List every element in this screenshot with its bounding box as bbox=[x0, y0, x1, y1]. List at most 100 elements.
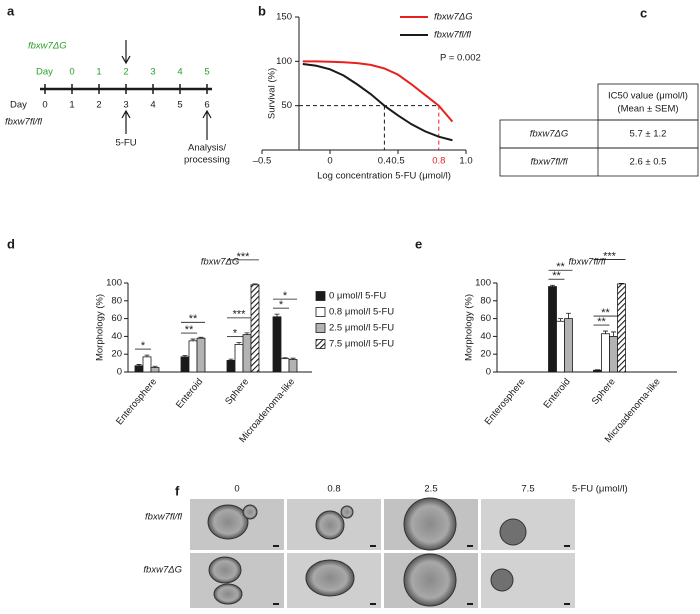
error-bar bbox=[244, 332, 250, 335]
table-header-cell bbox=[597, 83, 699, 121]
endpoint-label: Analysis/ bbox=[188, 143, 226, 154]
bar bbox=[242, 334, 252, 373]
error-bar bbox=[603, 330, 608, 334]
bar bbox=[226, 360, 236, 373]
bar bbox=[601, 333, 610, 373]
significance-label: * bbox=[233, 328, 238, 340]
x-axis-label: Log concentration 5-FU (μmol/l) bbox=[317, 171, 451, 182]
y-tick-label: 20 bbox=[480, 349, 491, 360]
day-number: 3 bbox=[150, 67, 155, 78]
y-tick-label: 40 bbox=[480, 331, 491, 342]
organoid bbox=[242, 504, 258, 520]
bar bbox=[142, 356, 152, 373]
x-tick-label: Sphere bbox=[590, 376, 618, 407]
legend-label: 0 μmol/l 5-FU bbox=[329, 291, 386, 302]
day-number: 1 bbox=[69, 100, 74, 111]
table-header: IC50 value (μmol/l) bbox=[608, 91, 688, 102]
day-number: 6 bbox=[204, 100, 209, 111]
micrograph bbox=[481, 499, 575, 550]
organoid bbox=[208, 556, 242, 584]
legend-label: fbxw7fl/fl bbox=[434, 30, 472, 41]
reference-label: 0.8 bbox=[432, 156, 445, 167]
day-label: Day bbox=[10, 100, 27, 111]
y-tick-label: 60 bbox=[480, 313, 491, 324]
y-axis-label: Morphology (%) bbox=[95, 294, 106, 361]
scale-bar bbox=[370, 545, 376, 547]
significance-label: ** bbox=[601, 307, 610, 319]
x-tick-label: 0 bbox=[327, 156, 332, 167]
table-cell: fbxw7fl/fl bbox=[531, 157, 569, 168]
x-tick-label: Sphere bbox=[223, 376, 251, 407]
error-bar bbox=[290, 357, 296, 360]
y-tick-label: 0 bbox=[117, 367, 122, 378]
panel-label: f bbox=[175, 483, 180, 498]
bar bbox=[280, 358, 290, 373]
day-number: 2 bbox=[96, 100, 101, 111]
error-bar bbox=[252, 283, 258, 285]
day-number: 5 bbox=[204, 67, 209, 78]
y-tick-label: 20 bbox=[111, 349, 122, 360]
annotation: P = 0.002 bbox=[440, 53, 481, 64]
error-bar bbox=[274, 313, 280, 317]
bar bbox=[150, 367, 160, 373]
y-tick-label: 50 bbox=[281, 100, 292, 111]
table-cell: 5.7 ± 1.2 bbox=[630, 129, 667, 140]
panel-label: c bbox=[640, 5, 647, 20]
ic50-table bbox=[499, 83, 699, 177]
significance-label: * bbox=[279, 299, 284, 311]
day-number: 5 bbox=[177, 100, 182, 111]
x-tick-label: –0.5 bbox=[253, 156, 272, 167]
row-label: fbxw7fl/fl bbox=[145, 512, 183, 523]
significance-label: ** bbox=[189, 313, 198, 325]
bar bbox=[196, 337, 206, 373]
day-number: 1 bbox=[96, 67, 101, 78]
x-tick-label: Enteroid bbox=[542, 376, 573, 410]
organoid bbox=[403, 497, 457, 551]
endpoint-label: processing bbox=[184, 155, 230, 166]
panel-label: e bbox=[415, 236, 422, 251]
bar bbox=[593, 369, 602, 373]
organoid bbox=[213, 583, 243, 605]
error-bar bbox=[152, 365, 158, 368]
significance-label: * bbox=[141, 340, 146, 352]
panel-label: d bbox=[7, 236, 15, 251]
y-tick-label: 150 bbox=[276, 12, 292, 23]
legend-label: 2.5 μmol/l 5-FU bbox=[329, 323, 394, 334]
bar bbox=[250, 284, 260, 373]
micrograph-grid bbox=[190, 497, 575, 608]
panel-label: a bbox=[7, 3, 15, 18]
y-tick-label: 40 bbox=[111, 331, 122, 342]
column-label: 0 bbox=[234, 484, 239, 495]
error-bar bbox=[282, 357, 288, 359]
error-bar bbox=[566, 312, 571, 319]
error-bar bbox=[611, 331, 616, 337]
significance-label: ** bbox=[597, 316, 606, 328]
day-number: 3 bbox=[123, 100, 128, 111]
table-row bbox=[499, 147, 699, 177]
y-axis-label: Morphology (%) bbox=[464, 294, 475, 361]
bar bbox=[188, 340, 198, 373]
bar bbox=[564, 318, 573, 373]
x-tick-label: Enterosphere bbox=[114, 376, 159, 427]
chart-title: fbxw7fl/fl bbox=[569, 257, 607, 268]
legend-label: 7.5 μmol/l 5-FU bbox=[329, 339, 394, 350]
significance-label: * bbox=[283, 290, 288, 302]
error-bar bbox=[550, 284, 555, 287]
y-tick-label: 100 bbox=[106, 278, 122, 289]
column-label: 2.5 bbox=[424, 484, 437, 495]
organoid bbox=[499, 518, 527, 546]
y-tick-label: 100 bbox=[475, 278, 491, 289]
bar bbox=[272, 316, 282, 373]
significance-label: *** bbox=[237, 251, 251, 263]
unit-label: 5-FU (μmol/l) bbox=[572, 484, 628, 495]
error-bar bbox=[182, 355, 188, 357]
error-bar bbox=[144, 354, 150, 357]
table-cell: fbxw7ΔG bbox=[530, 129, 569, 140]
line bbox=[302, 60, 454, 123]
arrow bbox=[121, 40, 131, 65]
arrow bbox=[202, 109, 212, 140]
scale-bar bbox=[273, 545, 279, 547]
bar bbox=[548, 286, 557, 373]
day-number: 4 bbox=[177, 67, 182, 78]
